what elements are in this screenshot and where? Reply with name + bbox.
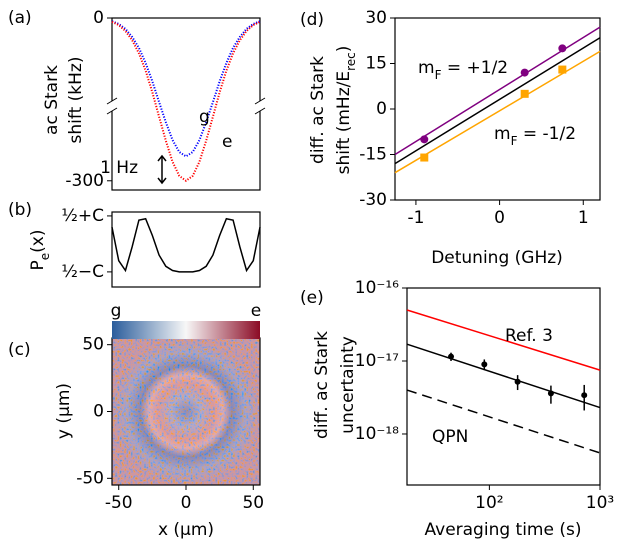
y-tick-label: 0	[93, 8, 104, 28]
curve	[112, 219, 260, 272]
y-axis-label: ac Stark	[42, 65, 62, 135]
y-axis-label: shift (kHz)	[66, 57, 86, 144]
y-axis-label-part: P	[28, 260, 48, 270]
colorbar-label: e	[251, 301, 261, 321]
x-tick-label: 50	[242, 493, 264, 513]
x-tick-label: 1	[578, 208, 589, 228]
point	[420, 135, 428, 143]
y-axis-label-part: )	[334, 46, 354, 53]
y-tick-label: 15	[365, 54, 387, 74]
y-tick-label: 10⁻¹⁸	[355, 424, 399, 444]
panel-label: (d)	[300, 10, 324, 30]
y-axis-label: diff. ac Stark	[312, 331, 332, 439]
curve	[112, 22, 260, 181]
y-axis-label: Pe(x)	[28, 230, 52, 271]
panel-label: (a)	[8, 8, 32, 28]
y-axis-label: uncertainty	[338, 336, 358, 434]
curve	[112, 21, 260, 156]
point	[448, 354, 454, 360]
point	[558, 44, 566, 52]
x-tick-label: 10³	[586, 493, 614, 513]
y-axis-label: y (μm)	[54, 383, 74, 439]
fit-label: QPN	[432, 427, 468, 447]
colorbar-label: g	[111, 301, 122, 321]
series-label: mF = +1/2	[418, 58, 508, 82]
y-tick-label: 10⁻¹⁷	[355, 351, 399, 371]
y-axis-label-part: diff. ac Stark	[308, 56, 328, 164]
x-tick-label: -1	[407, 208, 424, 228]
fit-line	[407, 310, 600, 370]
point	[581, 392, 587, 398]
y-axis-label-sub: e	[38, 253, 52, 260]
series-label-part: = -1/2	[517, 124, 576, 144]
annotation-arrow	[158, 156, 166, 183]
y-axis-label: shift (mHz/Erec)	[334, 46, 358, 175]
point	[420, 154, 428, 162]
colorbar	[112, 321, 260, 339]
y-tick-label: 50	[82, 335, 104, 355]
axis-break	[254, 101, 266, 111]
figure: 1 Hz (a)-3000ac Starkshift (kHz)ge(b)½+C…	[0, 0, 621, 543]
x-tick-label: 0	[181, 493, 192, 513]
y-tick-label: -50	[76, 468, 104, 488]
y-axis-label-part: uncertainty	[338, 336, 358, 434]
series-label-part: m	[418, 58, 435, 78]
axis-break	[106, 101, 118, 111]
fit-label: Ref. 3	[505, 326, 553, 346]
y-tick-label: ½−C	[61, 262, 104, 282]
series-label: e	[222, 132, 232, 152]
y-axis-label: diff. ac Stark	[308, 56, 328, 164]
x-tick-label: -50	[105, 493, 133, 513]
annotation: 1 Hz	[100, 158, 138, 178]
y-tick-label: 0	[376, 99, 387, 119]
fit-line	[407, 344, 600, 407]
y-tick-label: 30	[365, 8, 387, 28]
y-axis-label-sub: rec	[344, 52, 358, 71]
y-tick-label: ½+C	[61, 206, 104, 226]
y-tick-label: -15	[359, 145, 387, 165]
y-axis-label-part: shift (mHz/E	[334, 71, 354, 174]
y-axis-label-part: diff. ac Stark	[312, 331, 332, 439]
x-axis-label: Detuning (GHz)	[431, 248, 563, 268]
point	[548, 390, 554, 396]
axes-frame	[112, 212, 260, 287]
point	[558, 66, 566, 74]
y-tick-label: -30	[359, 190, 387, 210]
series-label: mF = -1/2	[494, 124, 576, 148]
point	[481, 361, 487, 367]
point	[521, 69, 529, 77]
point	[515, 379, 521, 385]
series-label-part: = +1/2	[441, 58, 508, 78]
axes-frame	[407, 288, 600, 485]
page: 1 Hz (a)-3000ac Starkshift (kHz)ge(b)½+C…	[0, 0, 621, 543]
series-label: g	[199, 107, 210, 127]
axes-frame	[395, 18, 600, 200]
y-tick-label: 0	[93, 402, 104, 422]
x-axis-label: x (μm)	[158, 520, 214, 540]
y-tick-label: 10⁻¹⁶	[355, 278, 399, 298]
panel-label: (e)	[300, 288, 324, 308]
y-tick-label: -300	[65, 171, 104, 191]
x-tick-label: 10²	[475, 493, 503, 513]
fit-line	[395, 38, 600, 164]
series-label-part: m	[494, 124, 511, 144]
heatmap-noise	[112, 338, 260, 485]
x-tick-label: 0	[494, 208, 505, 228]
panel-label: (b)	[8, 200, 32, 220]
y-axis-label-part: (x)	[28, 230, 48, 253]
image-layer	[112, 338, 260, 485]
panel-label: (c)	[8, 340, 31, 360]
point	[521, 90, 529, 98]
x-axis-label: Averaging time (s)	[425, 520, 582, 540]
